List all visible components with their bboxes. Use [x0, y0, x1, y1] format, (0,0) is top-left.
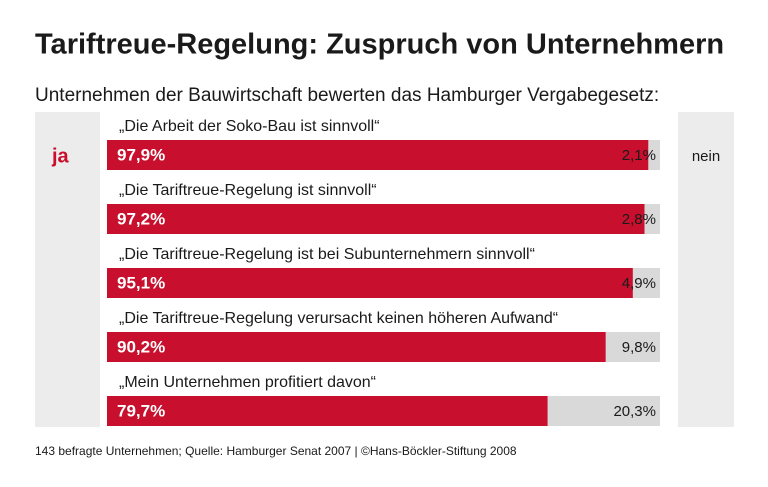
value-label: 9,8% [622, 339, 656, 356]
category-label: „Die Tariftreue-Regelung ist sinnvoll“ [119, 182, 377, 199]
value-label: 4,9% [622, 275, 656, 292]
bar-segment [632, 268, 660, 298]
value-label: 90,2% [117, 337, 165, 356]
bar-segment [648, 140, 660, 170]
chart-title: Tariftreue-Regelung: Zuspruch von Untern… [35, 29, 724, 61]
bar-segment [107, 268, 633, 298]
category-label: „Die Arbeit der Soko-Bau ist sinnvoll“ [119, 118, 380, 135]
bar-segment [107, 204, 645, 234]
legend-column [35, 112, 100, 427]
bar-segment [107, 396, 548, 426]
value-label: 79,7% [117, 401, 165, 420]
bar-segment [605, 332, 660, 362]
bar-segment [644, 204, 660, 234]
legend-label: ja [51, 145, 70, 167]
legend-column [678, 112, 734, 427]
bar-segment [107, 332, 606, 362]
value-label: 95,1% [117, 273, 165, 292]
value-label: 97,9% [117, 145, 165, 164]
value-label: 2,8% [622, 211, 656, 228]
value-label: 97,2% [117, 209, 165, 228]
category-label: „Die Tariftreue-Regelung ist bei Subunte… [119, 246, 535, 263]
chart-subtitle: Unternehmen der Bauwirtschaft bewerten d… [35, 85, 659, 106]
bar-segment [547, 396, 660, 426]
value-label: 20,3% [613, 403, 656, 420]
legend-label: nein [692, 148, 720, 165]
bar-segment [107, 140, 649, 170]
category-label: „Mein Unternehmen profitiert davon“ [119, 374, 376, 391]
source: 143 befragte Unternehmen; Quelle: Hambur… [35, 444, 517, 458]
value-label: 2,1% [622, 147, 656, 164]
category-label: „Die Tariftreue-Regelung verursacht kein… [119, 310, 558, 327]
